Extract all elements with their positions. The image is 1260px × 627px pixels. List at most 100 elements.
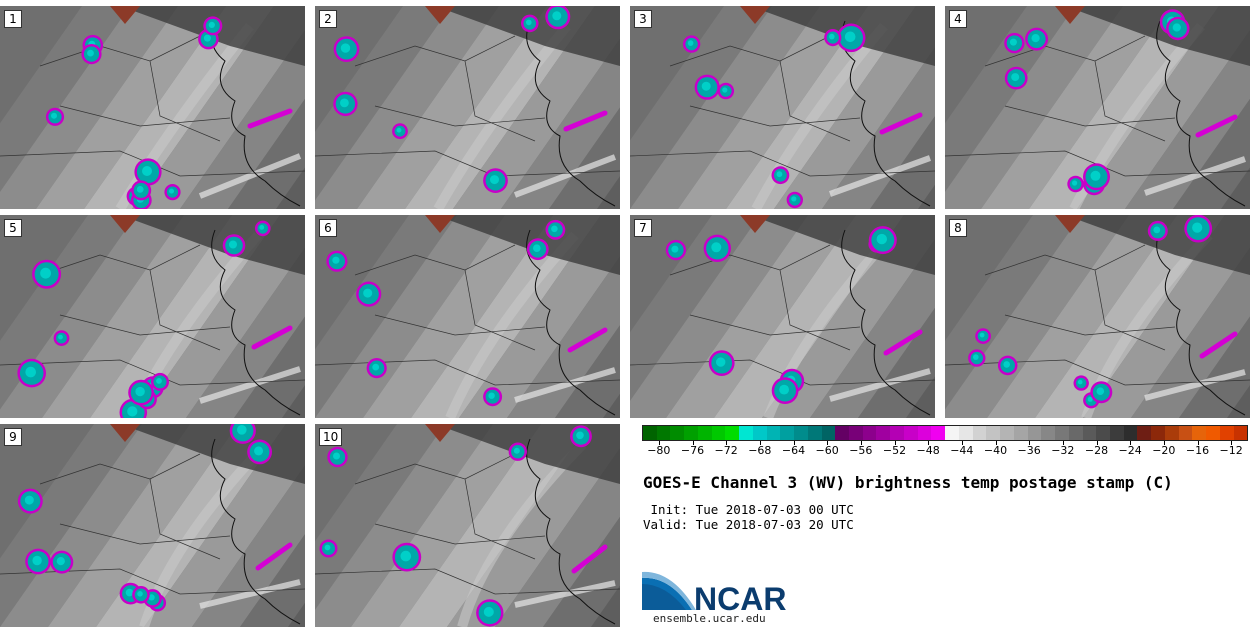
wv-map bbox=[945, 6, 1250, 209]
colorbar-swatch bbox=[1041, 426, 1056, 440]
colorbar-swatch bbox=[1151, 426, 1165, 440]
member-label: 5 bbox=[4, 219, 22, 237]
member-label: 2 bbox=[319, 10, 337, 28]
source-url: ensemble.ucar.edu bbox=[653, 612, 766, 625]
colorbar-swatch bbox=[1013, 426, 1028, 440]
colorbar-tick-label: −40 bbox=[983, 444, 1008, 457]
colorbar-tick-mark bbox=[1096, 441, 1098, 445]
colorbar-tick-label: −64 bbox=[781, 444, 806, 457]
colorbar-swatch bbox=[876, 426, 891, 440]
colorbar-swatch bbox=[958, 426, 973, 440]
colorbar-tick-label: −60 bbox=[815, 444, 839, 457]
colorbar-tick-label: −72 bbox=[714, 444, 738, 457]
member-label: 9 bbox=[4, 428, 22, 446]
panel-member-1: 1 bbox=[0, 6, 305, 209]
colorbar-swatch bbox=[643, 426, 657, 440]
colorbar-swatch bbox=[890, 426, 904, 440]
colorbar-tick-mark bbox=[961, 441, 963, 445]
panel-member-2: 2 bbox=[315, 6, 620, 209]
wv-map bbox=[315, 215, 620, 418]
colorbar-tick-mark bbox=[692, 441, 694, 445]
colorbar-tick-mark bbox=[894, 441, 896, 445]
wv-map bbox=[630, 215, 935, 418]
colorbar-swatch bbox=[1109, 426, 1124, 440]
colorbar-swatch bbox=[862, 426, 877, 440]
colorbar-swatch bbox=[821, 426, 836, 440]
colorbar-swatch bbox=[849, 426, 863, 440]
panel-member-5: 5 bbox=[0, 215, 305, 418]
colorbar-swatch bbox=[1219, 426, 1234, 440]
init-time: Init: Tue 2018-07-03 00 UTC bbox=[643, 502, 854, 517]
member-label: 10 bbox=[319, 428, 343, 446]
wv-map bbox=[315, 6, 620, 209]
colorbar-swatch bbox=[1027, 426, 1042, 440]
colorbar-swatch bbox=[1137, 426, 1152, 440]
wv-map bbox=[630, 6, 935, 209]
colorbar-tick-mark bbox=[1163, 441, 1165, 445]
colorbar-tick-label: −68 bbox=[748, 444, 772, 457]
colorbar-swatch bbox=[725, 426, 740, 440]
colorbar-tick-mark bbox=[1029, 441, 1031, 445]
ncar-logo-text: NCAR bbox=[694, 581, 786, 617]
colorbar-tick-label: −36 bbox=[1017, 444, 1041, 457]
colorbar-tick-mark bbox=[726, 441, 728, 445]
member-label: 8 bbox=[949, 219, 967, 237]
member-label: 3 bbox=[634, 10, 652, 28]
colorbar-tick-label: −32 bbox=[1051, 444, 1075, 457]
colorbar-swatch bbox=[656, 426, 671, 440]
colorbar-swatch bbox=[986, 426, 1001, 440]
colorbar-swatch bbox=[1055, 426, 1069, 440]
colorbar-tick-label: −16 bbox=[1185, 444, 1210, 457]
colorbar-swatch bbox=[903, 426, 918, 440]
colorbar-swatch bbox=[684, 426, 698, 440]
colorbar-swatch bbox=[739, 426, 753, 440]
colorbar-swatch bbox=[1192, 426, 1207, 440]
colorbar-tick-label: −20 bbox=[1152, 444, 1176, 457]
colorbar-tick-mark bbox=[1231, 441, 1233, 445]
colorbar bbox=[642, 425, 1248, 441]
colorbar-swatch bbox=[1082, 426, 1097, 440]
colorbar-swatch bbox=[1000, 426, 1014, 440]
colorbar-tick-mark bbox=[827, 441, 829, 445]
colorbar-swatch bbox=[711, 426, 726, 440]
colorbar-tick-label: −44 bbox=[950, 444, 974, 457]
colorbar-swatch bbox=[697, 426, 712, 440]
panel-member-7: 7 bbox=[630, 215, 935, 418]
colorbar-tick-label: −80 bbox=[647, 444, 671, 457]
member-label: 7 bbox=[634, 219, 652, 237]
colorbar-tick-label: −56 bbox=[849, 444, 873, 457]
colorbar-tick-mark bbox=[759, 441, 761, 445]
panel-member-3: 3 bbox=[630, 6, 935, 209]
colorbar-swatch bbox=[1123, 426, 1138, 440]
colorbar-tick-mark bbox=[793, 441, 795, 445]
member-label: 4 bbox=[949, 10, 967, 28]
colorbar-tick-label: −12 bbox=[1219, 444, 1243, 457]
colorbar-swatch bbox=[1178, 426, 1193, 440]
colorbar-swatch bbox=[1096, 426, 1110, 440]
colorbar-swatch bbox=[972, 426, 987, 440]
colorbar-swatch bbox=[807, 426, 822, 440]
colorbar-tick-mark bbox=[1062, 441, 1064, 445]
colorbar-tick-mark bbox=[860, 441, 862, 445]
colorbar-swatch bbox=[794, 426, 808, 440]
colorbar-tick-mark bbox=[995, 441, 997, 445]
panel-member-9: 9 bbox=[0, 424, 305, 627]
colorbar-swatch bbox=[931, 426, 946, 440]
colorbar-tick-label: −48 bbox=[916, 444, 940, 457]
ncar-logo: NCAR bbox=[642, 571, 786, 617]
colorbar-swatch bbox=[766, 426, 781, 440]
wv-map bbox=[0, 6, 305, 209]
colorbar-swatch bbox=[1164, 426, 1179, 440]
colorbar-swatch bbox=[917, 426, 932, 440]
colorbar-swatch bbox=[1233, 426, 1248, 440]
wv-map bbox=[0, 424, 305, 627]
colorbar-tick-mark bbox=[658, 441, 660, 445]
colorbar-tick-label: −52 bbox=[882, 444, 907, 457]
colorbar-swatch bbox=[1068, 426, 1083, 440]
colorbar-swatch bbox=[835, 426, 850, 440]
colorbar-swatch bbox=[1206, 426, 1220, 440]
colorbar-tick-label: −24 bbox=[1118, 444, 1142, 457]
panel-member-10: 10 bbox=[315, 424, 620, 627]
member-label: 6 bbox=[319, 219, 337, 237]
colorbar-swatch bbox=[670, 426, 685, 440]
